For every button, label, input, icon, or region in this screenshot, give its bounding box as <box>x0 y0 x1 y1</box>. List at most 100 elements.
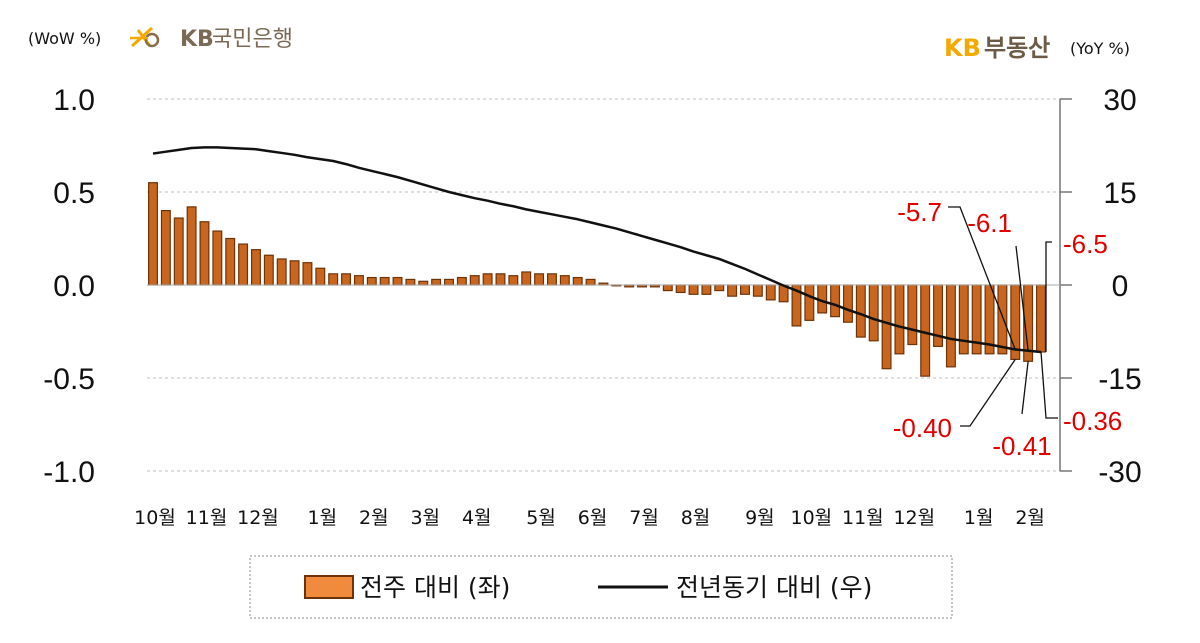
bar <box>482 273 493 286</box>
x-tick-label: 1월 <box>964 507 994 529</box>
right-tick-label: -30 <box>1098 456 1141 489</box>
bar <box>250 249 261 286</box>
bar <box>572 276 583 286</box>
legend-frame <box>249 555 953 619</box>
bar <box>186 206 197 286</box>
bar <box>804 284 815 321</box>
x-tick-label: 3월 <box>410 507 440 529</box>
left-axis-unit: (WoW %) <box>28 29 101 48</box>
right-axis-unit: (YoY %) <box>1070 39 1130 58</box>
legend-bar-label: 전주 대비 (좌) <box>360 573 510 602</box>
bar <box>379 276 390 286</box>
bar <box>225 237 236 286</box>
x-tick-label: 11월 <box>186 507 228 529</box>
bar <box>920 284 931 377</box>
annotation-leader <box>960 359 1016 427</box>
bar <box>688 284 699 295</box>
bar <box>431 278 442 286</box>
right-tick-label: -15 <box>1098 363 1141 396</box>
bar <box>302 262 313 286</box>
bar <box>212 230 223 286</box>
right-brand-kb: KB <box>944 34 981 62</box>
bar <box>315 267 326 286</box>
bar <box>830 284 841 318</box>
bar <box>353 275 364 286</box>
x-tick-label: 2월 <box>1015 507 1045 529</box>
bar <box>444 278 454 286</box>
bar <box>752 284 763 297</box>
bar <box>945 284 956 368</box>
annotation-label: -6.5 <box>1063 229 1108 259</box>
bar <box>160 210 171 286</box>
annotation-label: -6.1 <box>967 208 1012 238</box>
bar <box>456 276 467 286</box>
x-tick-label: 6월 <box>578 507 608 529</box>
bar <box>392 276 403 286</box>
bar <box>855 284 866 338</box>
x-tick-label: 8월 <box>681 507 711 529</box>
bar <box>559 275 570 286</box>
left-brand-name: 국민은행 <box>212 27 293 52</box>
bar <box>727 284 738 297</box>
x-tick-label: 12월 <box>237 507 279 529</box>
bar <box>469 275 480 286</box>
legend-bar-swatch <box>304 575 354 599</box>
annotation-label: -0.41 <box>992 431 1051 461</box>
left-tick-label: 0.0 <box>53 270 95 303</box>
bar-series <box>147 182 1060 377</box>
legend-line-label: 전년동기 대비 (우) <box>676 573 872 602</box>
bar <box>842 284 853 323</box>
right-tick-label: 30 <box>1103 84 1136 117</box>
bar <box>341 273 352 286</box>
bar <box>585 278 596 286</box>
annotation-label: -5.7 <box>897 197 942 227</box>
bar <box>418 280 429 286</box>
bar <box>534 273 545 286</box>
bar <box>263 254 274 286</box>
left-brand-kb: KB <box>180 27 214 52</box>
bar <box>765 284 776 301</box>
yoy-line <box>152 146 1042 354</box>
bar <box>238 243 249 286</box>
annotation-label: -0.40 <box>893 413 952 443</box>
left-tick-label: 1.0 <box>53 84 95 117</box>
bar <box>714 284 725 292</box>
bar <box>740 284 750 295</box>
x-axis-labels: 10월 11월 12월 1월 2월 3월 4월 5월 6월 7월 8월 9월 10월 11월 12월 1월 2월 <box>134 507 1045 529</box>
bar <box>868 284 879 342</box>
annotation-leader <box>1015 245 1029 351</box>
left-tick-label: 0.5 <box>53 177 95 210</box>
bar <box>894 284 905 355</box>
x-tick-label: 4월 <box>462 507 492 529</box>
bar <box>199 221 210 286</box>
x-tick-label: 1월 <box>308 507 338 529</box>
bar <box>521 271 532 286</box>
bar <box>405 278 416 286</box>
annotation-leader <box>948 206 1016 350</box>
x-tick-label: 10월 <box>134 507 176 529</box>
line-series <box>152 146 1042 354</box>
annotation-leader <box>1045 241 1052 352</box>
left-tick-label: -1.0 <box>43 456 95 489</box>
bar <box>366 276 377 286</box>
x-tick-label: 10월 <box>791 507 833 529</box>
x-tick-label: 9월 <box>745 507 775 529</box>
left-axis: 1.0 0.5 0.0 -0.5 -1.0 <box>43 84 95 489</box>
bar <box>675 284 686 294</box>
bar <box>148 182 158 286</box>
x-tick-label: 7월 <box>629 507 659 529</box>
left-tick-label: -0.5 <box>43 363 95 396</box>
x-tick-label: 11월 <box>842 507 884 529</box>
bar <box>173 217 184 286</box>
right-tick-label: 0 <box>1112 270 1129 303</box>
bar <box>546 273 557 286</box>
bar <box>958 284 969 355</box>
right-brand-name: 부동산 <box>984 34 1050 62</box>
x-tick-label: 12월 <box>893 507 935 529</box>
annotations: -5.7 -6.1 -6.5 -0.40 -0.41 -0.36 <box>893 197 1123 461</box>
bar <box>289 260 300 286</box>
x-tick-label: 2월 <box>359 507 389 529</box>
bar <box>881 284 892 370</box>
annotation-leader <box>1021 361 1029 415</box>
